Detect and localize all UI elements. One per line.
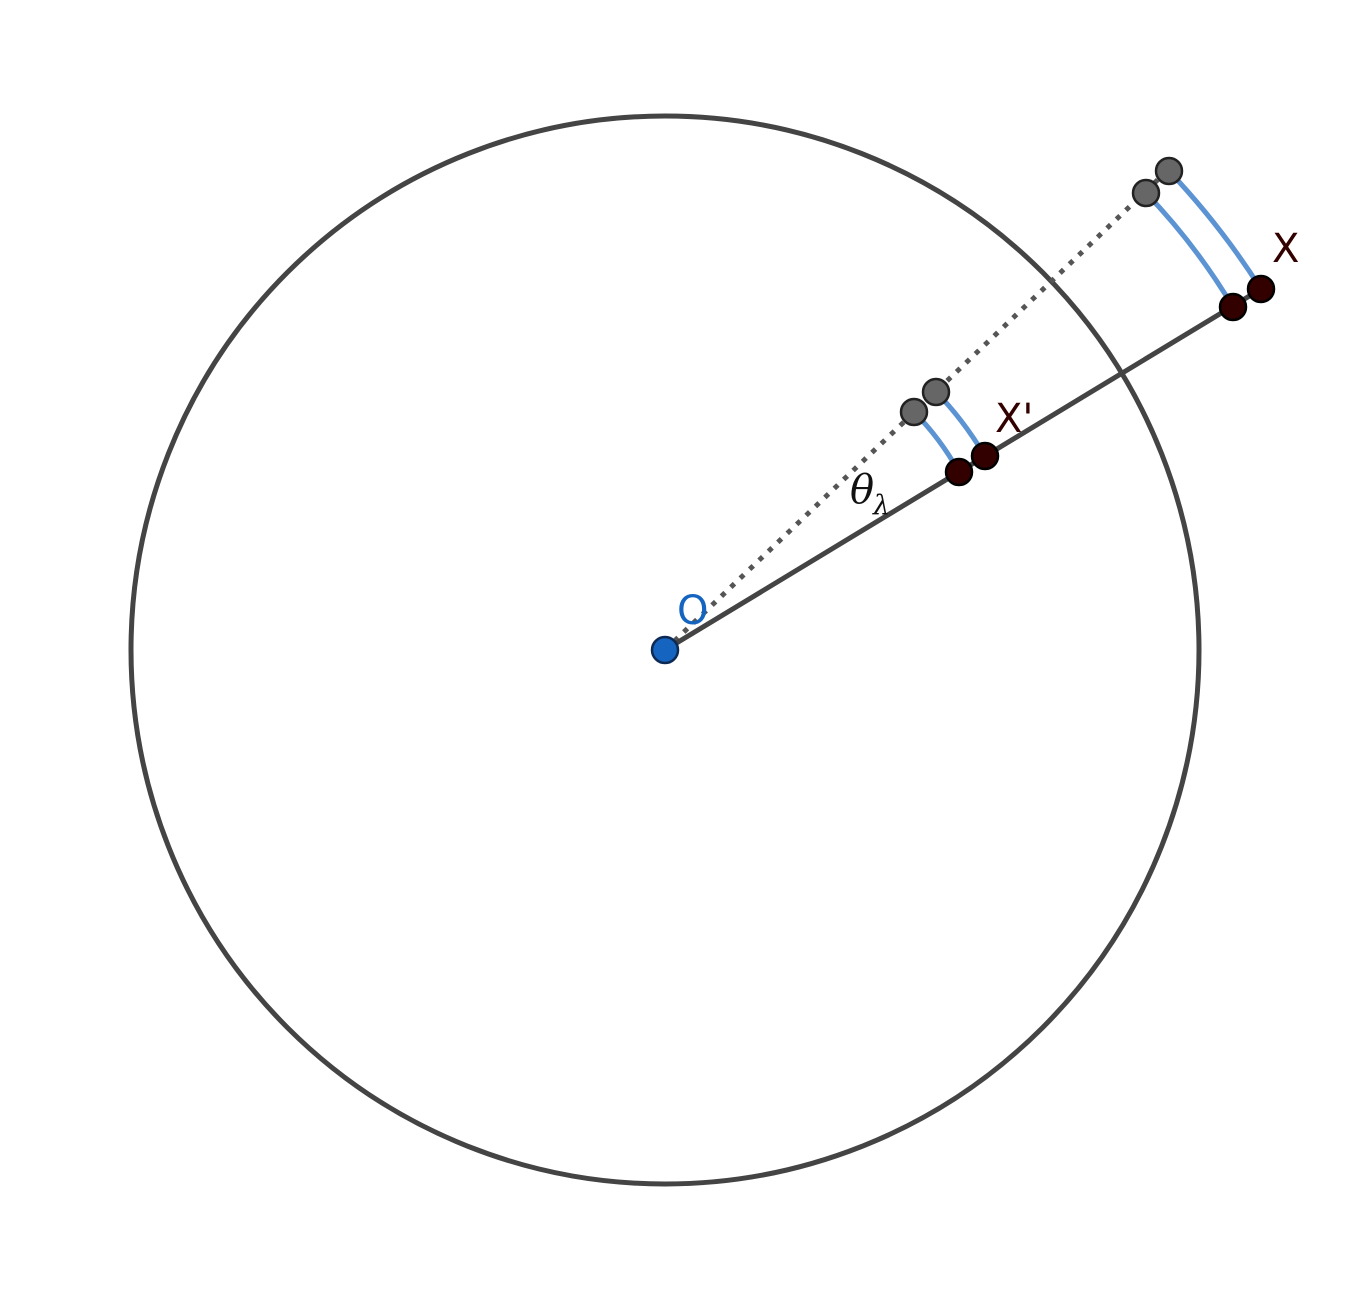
angle-subscript: λ bbox=[872, 490, 890, 521]
dark-point-x-prime-1 bbox=[944, 457, 974, 487]
dark-point-x-2 bbox=[1246, 274, 1276, 304]
origin-point bbox=[650, 635, 680, 665]
main-circle bbox=[128, 113, 1202, 1187]
point-x-prime-label: X' bbox=[995, 396, 1033, 442]
point-x-label: X bbox=[1272, 226, 1299, 272]
gray-point-inner-1 bbox=[899, 397, 929, 427]
angle-label: θ bbox=[850, 467, 874, 513]
gray-point-inner-2 bbox=[921, 377, 951, 407]
gray-point-outer-1 bbox=[1131, 178, 1161, 208]
origin-label: O bbox=[677, 588, 708, 634]
dark-point-x-prime-2 bbox=[970, 441, 1000, 471]
outer-arc-1 bbox=[1144, 191, 1236, 309]
gray-point-outer-2 bbox=[1154, 156, 1184, 186]
outer-arc-2 bbox=[1167, 169, 1264, 291]
dark-point-x-1 bbox=[1218, 292, 1248, 322]
